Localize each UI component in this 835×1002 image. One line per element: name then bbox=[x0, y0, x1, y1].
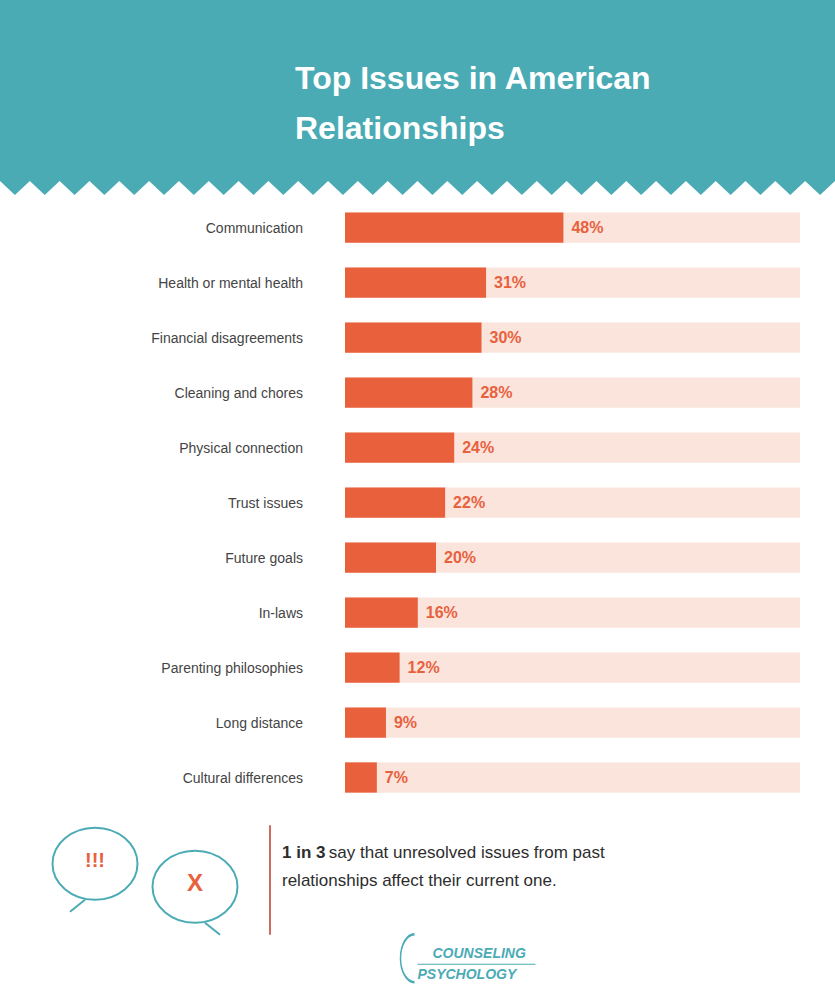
svg-text:Cultural differences: Cultural differences bbox=[183, 770, 303, 786]
svg-text:1 in 3: 1 in 3 bbox=[282, 843, 325, 862]
svg-text:Long distance: Long distance bbox=[216, 715, 303, 731]
svg-text:7%: 7% bbox=[385, 769, 408, 786]
svg-text:Physical connection: Physical connection bbox=[179, 440, 303, 456]
svg-text:28%: 28% bbox=[480, 384, 512, 401]
svg-text:48%: 48% bbox=[571, 219, 603, 236]
svg-text:9%: 9% bbox=[394, 714, 417, 731]
svg-text:!!!: !!! bbox=[85, 849, 105, 871]
svg-text:31%: 31% bbox=[494, 274, 526, 291]
svg-text:Future goals: Future goals bbox=[225, 550, 303, 566]
svg-text:Relationships: Relationships bbox=[295, 110, 505, 146]
svg-text:Parenting philosophies: Parenting philosophies bbox=[161, 660, 303, 676]
svg-text:16%: 16% bbox=[426, 604, 458, 621]
svg-text:30%: 30% bbox=[490, 329, 522, 346]
svg-text:relationships affect their cur: relationships affect their current one. bbox=[282, 871, 557, 890]
svg-text:Communication: Communication bbox=[206, 220, 303, 236]
svg-text:Cleaning and chores: Cleaning and chores bbox=[175, 385, 303, 401]
svg-text:In-laws: In-laws bbox=[259, 605, 303, 621]
svg-text:say that unresolved issues fro: say that unresolved issues from past bbox=[329, 843, 605, 862]
svg-text:20%: 20% bbox=[444, 549, 476, 566]
svg-text:12%: 12% bbox=[408, 659, 440, 676]
svg-text:Top Issues in American: Top Issues in American bbox=[295, 60, 651, 96]
svg-text:X: X bbox=[187, 869, 203, 896]
svg-text:Trust issues: Trust issues bbox=[228, 495, 303, 511]
svg-text:22%: 22% bbox=[453, 494, 485, 511]
svg-text:24%: 24% bbox=[462, 439, 494, 456]
svg-text:COUNSELING: COUNSELING bbox=[433, 945, 526, 961]
svg-text:Financial disagreements: Financial disagreements bbox=[151, 330, 303, 346]
svg-text:PSYCHOLOGY: PSYCHOLOGY bbox=[418, 966, 518, 982]
svg-text:Health or mental health: Health or mental health bbox=[158, 275, 303, 291]
